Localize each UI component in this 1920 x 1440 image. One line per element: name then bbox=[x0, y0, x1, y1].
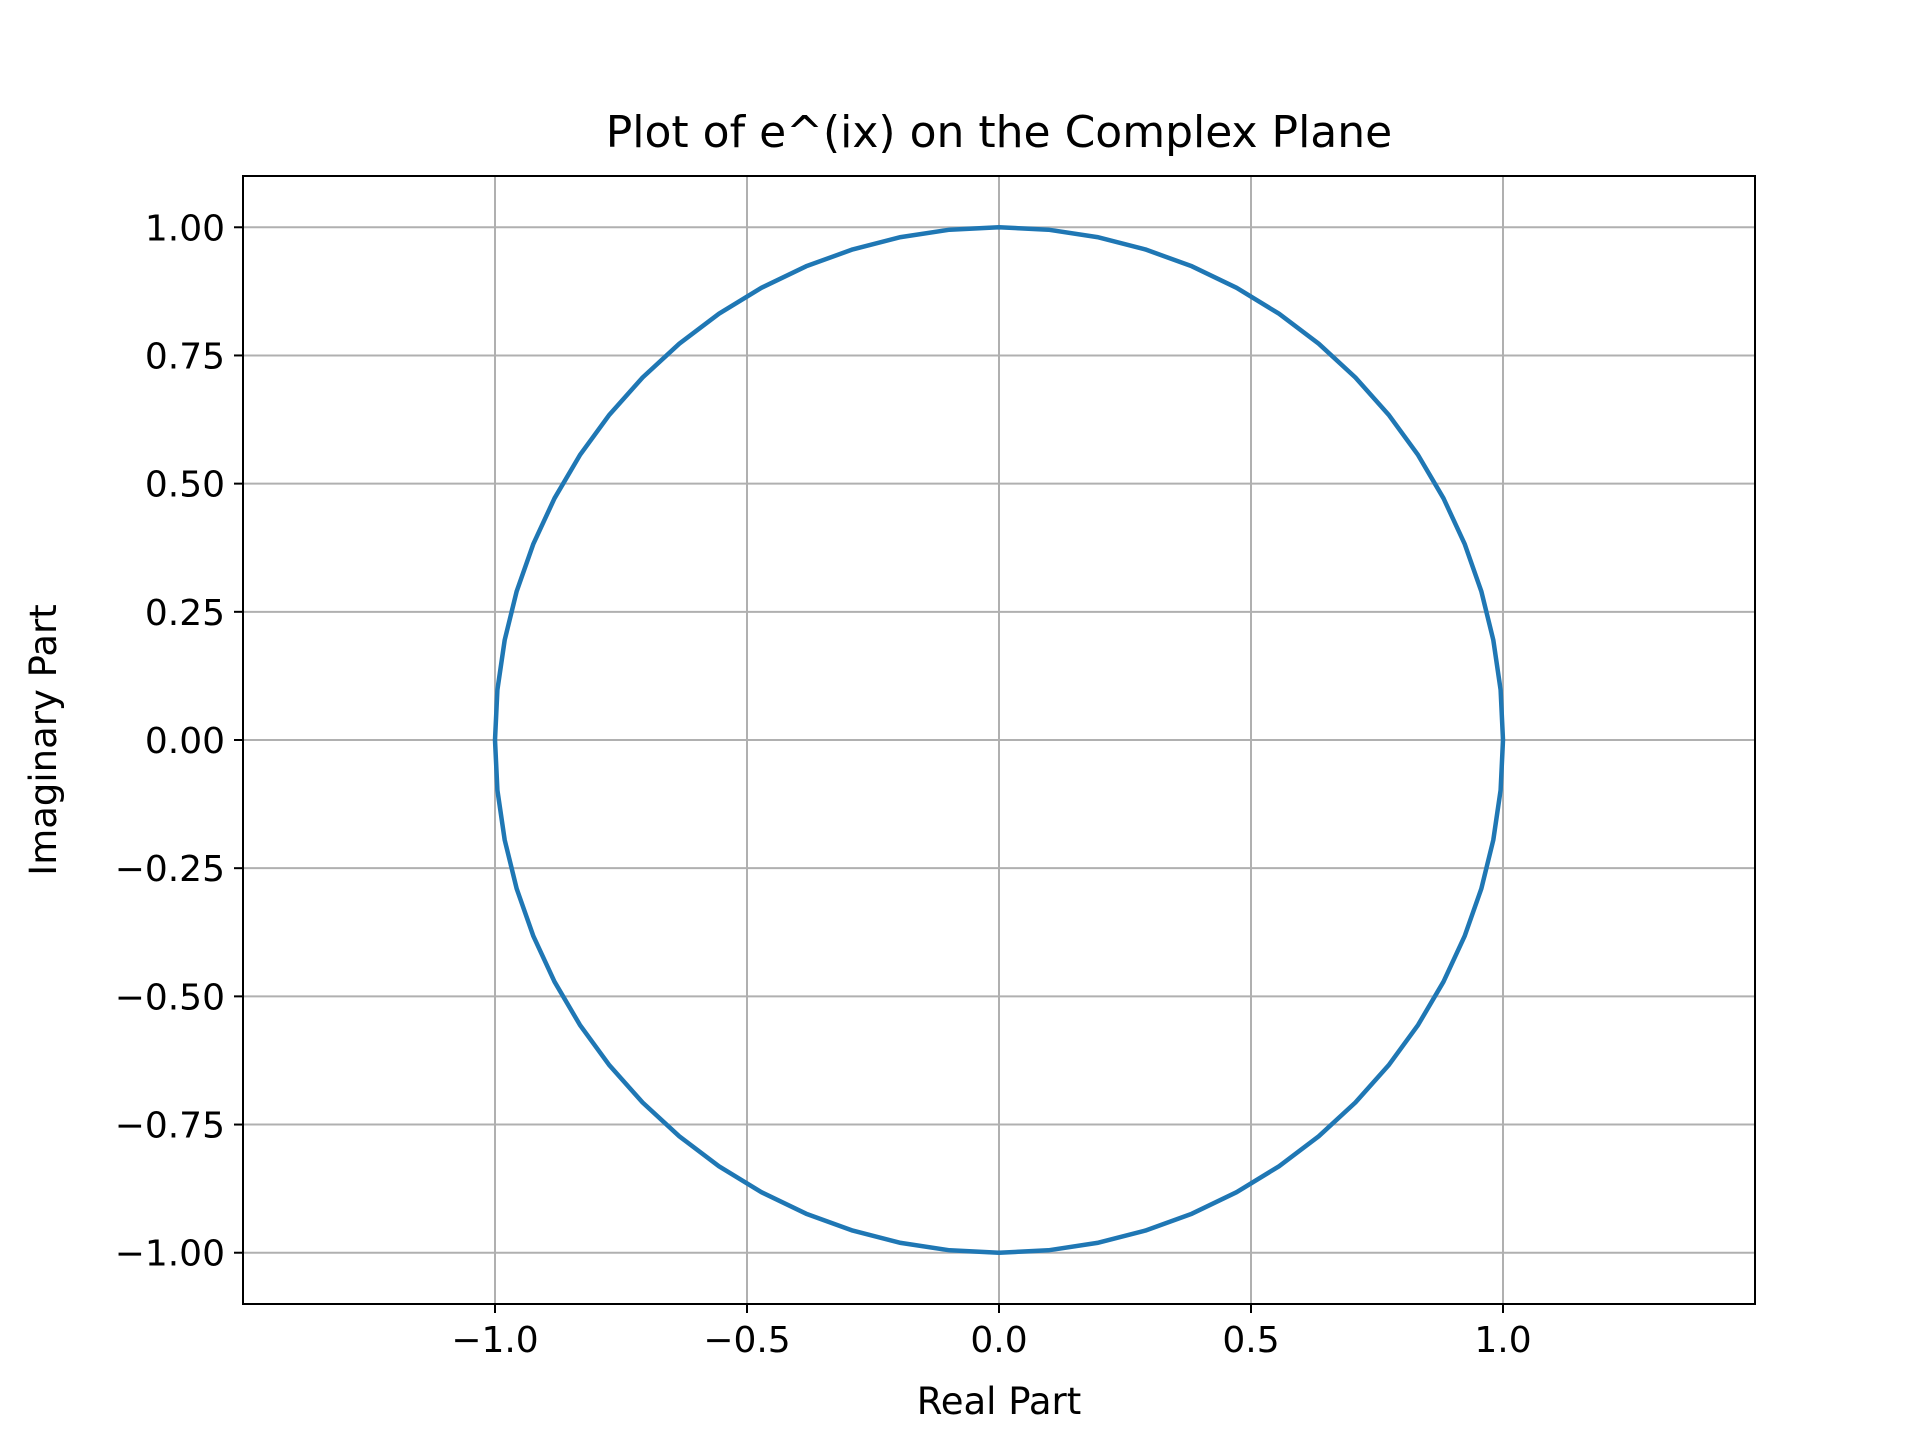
y-tick-label: 0.50 bbox=[145, 465, 225, 506]
chart-title: Plot of e^(ix) on the Complex Plane bbox=[606, 107, 1392, 158]
y-tick-label: −0.50 bbox=[115, 977, 225, 1018]
x-axis-label: Real Part bbox=[917, 1380, 1082, 1423]
x-tick-label: 1.0 bbox=[1474, 1320, 1531, 1361]
y-tick-label: −0.75 bbox=[115, 1106, 225, 1147]
y-tick-label: −0.25 bbox=[115, 849, 225, 890]
x-tick-label: 0.5 bbox=[1222, 1320, 1279, 1361]
series-line bbox=[492, 225, 1506, 1255]
x-tick-label: 0.0 bbox=[970, 1320, 1027, 1361]
series-layer bbox=[492, 225, 1506, 1255]
ticks: −1.0 −0.5 0.0 0.5 1.0 1.00 0.75 0.50 0.25 0.00 −0.… bbox=[115, 208, 1532, 1361]
y-axis-label: Imaginary Part bbox=[22, 604, 65, 875]
x-tick-label: −1.0 bbox=[451, 1320, 538, 1361]
y-tick-label: 0.00 bbox=[145, 721, 225, 762]
y-tick-label: 0.25 bbox=[145, 593, 225, 634]
y-tick-label: −1.00 bbox=[115, 1234, 225, 1275]
x-tick-label: −0.5 bbox=[703, 1320, 790, 1361]
y-tick-label: 1.00 bbox=[145, 208, 225, 249]
y-tick-label: 0.75 bbox=[145, 336, 225, 377]
